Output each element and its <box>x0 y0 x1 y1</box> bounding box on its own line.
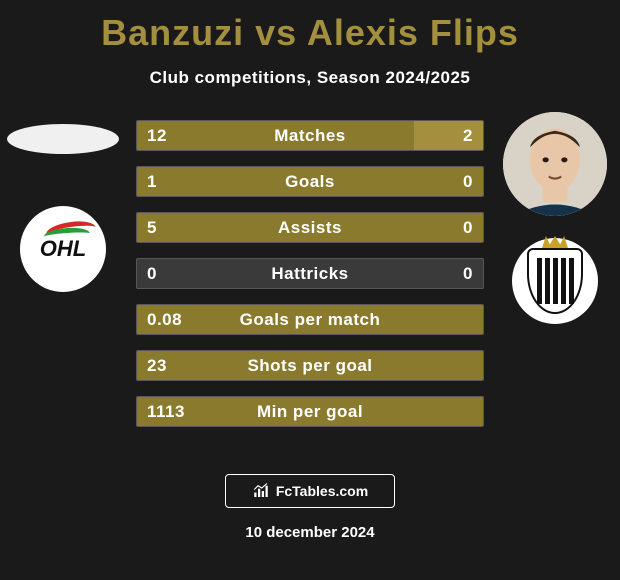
stat-row: 0.08Goals per match <box>136 304 484 335</box>
vs-text: vs <box>244 12 307 53</box>
chart-icon <box>252 482 270 500</box>
stat-row: 1113Min per goal <box>136 396 484 427</box>
right-column <box>500 112 610 324</box>
stat-row: 12Matches2 <box>136 120 484 151</box>
stat-value-right: 2 <box>463 126 473 146</box>
brand-text: FcTables.com <box>276 483 368 499</box>
stat-label: Goals per match <box>137 310 483 330</box>
stat-value-right: 0 <box>463 218 473 238</box>
subtitle: Club competitions, Season 2024/2025 <box>0 68 620 88</box>
stat-label: Min per goal <box>137 402 483 422</box>
stat-row: 1Goals0 <box>136 166 484 197</box>
comparison-stage: OHL <box>0 112 620 452</box>
date-text: 10 december 2024 <box>0 524 620 541</box>
brand-pill: FcTables.com <box>225 474 395 508</box>
stat-bars: 12Matches21Goals05Assists00Hattricks00.0… <box>136 120 484 427</box>
player-right-avatar <box>503 112 607 216</box>
stat-row: 23Shots per goal <box>136 350 484 381</box>
stripe <box>545 258 550 304</box>
stat-label: Matches <box>137 126 483 146</box>
player-right-name: Alexis Flips <box>307 12 519 53</box>
stat-row: 0Hattricks0 <box>136 258 484 289</box>
stat-label: Assists <box>137 218 483 238</box>
crown-icon <box>542 236 568 248</box>
left-column: OHL <box>8 112 118 292</box>
stripe <box>561 258 566 304</box>
rcsc-shield <box>527 248 583 314</box>
player-left-avatar <box>7 124 119 154</box>
club-right-badge <box>512 238 598 324</box>
stripe <box>537 258 542 304</box>
stripe <box>553 258 558 304</box>
stat-label: Shots per goal <box>137 356 483 376</box>
comparison-title: Banzuzi vs Alexis Flips <box>0 0 620 54</box>
stat-row: 5Assists0 <box>136 212 484 243</box>
club-left-mark: OHL <box>40 236 86 262</box>
face-icon <box>503 112 607 216</box>
player-left-name: Banzuzi <box>101 12 244 53</box>
stat-label: Goals <box>137 172 483 192</box>
stat-value-right: 0 <box>463 172 473 192</box>
stripe <box>569 258 574 304</box>
stat-label: Hattricks <box>137 264 483 284</box>
stat-value-right: 0 <box>463 264 473 284</box>
club-left-badge: OHL <box>20 206 106 292</box>
